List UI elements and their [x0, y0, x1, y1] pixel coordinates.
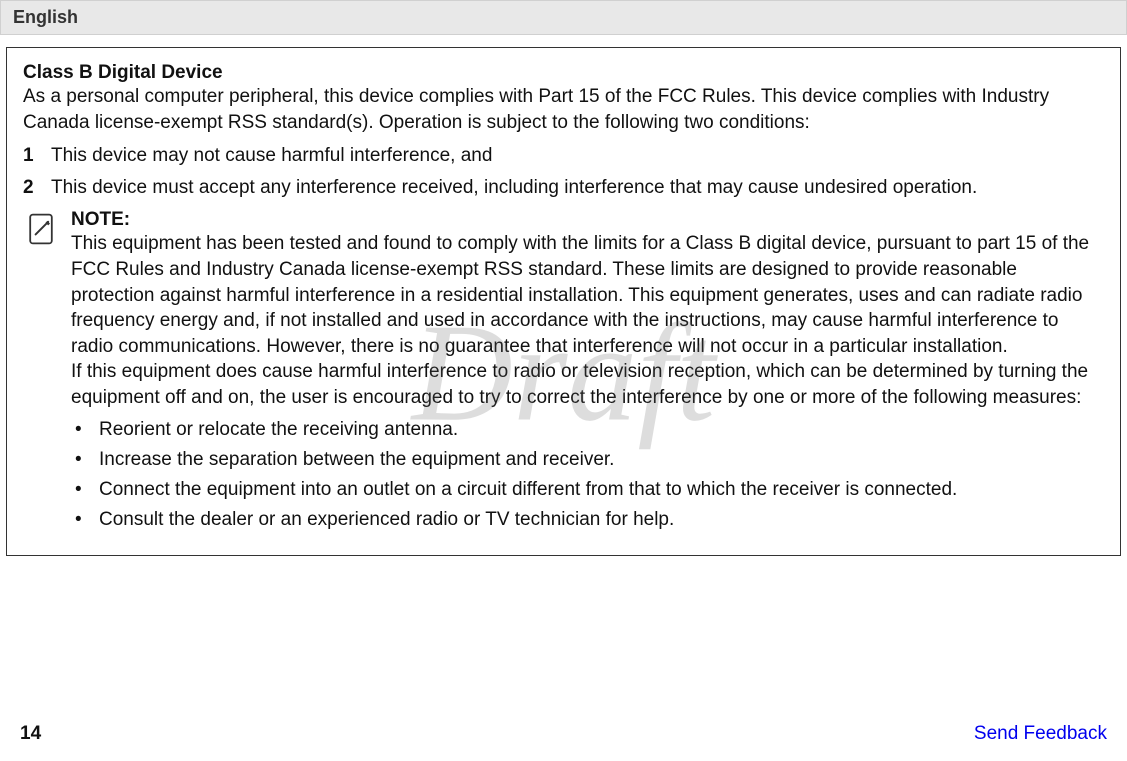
- measure-text: Reorient or relocate the receiving anten…: [99, 419, 458, 441]
- note-content: NOTE: This equipment has been tested and…: [71, 209, 1104, 538]
- language-header: English: [0, 0, 1127, 35]
- measure-item: • Reorient or relocate the receiving ant…: [71, 419, 1104, 441]
- content-box: Class B Digital Device As a personal com…: [6, 47, 1121, 556]
- note-paragraph-1: This equipment has been tested and found…: [71, 231, 1104, 359]
- conditions-list: 1 This device may not cause harmful inte…: [23, 145, 1104, 199]
- measure-item: • Increase the separation between the eq…: [71, 449, 1104, 471]
- note-paragraph-2: If this equipment does cause harmful int…: [71, 359, 1104, 410]
- condition-number: 1: [23, 145, 51, 167]
- condition-item: 1 This device may not cause harmful inte…: [23, 145, 1104, 167]
- measure-text: Consult the dealer or an experienced rad…: [99, 509, 674, 531]
- measure-text: Increase the separation between the equi…: [99, 449, 614, 471]
- bullet-dot: •: [71, 419, 99, 441]
- note-icon: [23, 209, 71, 538]
- bullet-dot: •: [71, 479, 99, 501]
- measures-list: • Reorient or relocate the receiving ant…: [71, 419, 1104, 531]
- note-label: NOTE:: [71, 209, 1104, 231]
- note-block: NOTE: This equipment has been tested and…: [23, 209, 1104, 538]
- condition-item: 2 This device must accept any interferen…: [23, 177, 1104, 199]
- condition-text: This device may not cause harmful interf…: [51, 145, 492, 167]
- condition-text: This device must accept any interference…: [51, 177, 977, 199]
- measure-text: Connect the equipment into an outlet on …: [99, 479, 957, 501]
- measure-item: • Consult the dealer or an experienced r…: [71, 509, 1104, 531]
- language-label: English: [13, 7, 78, 27]
- page-number: 14: [20, 723, 41, 745]
- send-feedback-link[interactable]: Send Feedback: [974, 723, 1107, 745]
- section-intro: As a personal computer peripheral, this …: [23, 84, 1104, 135]
- section-title: Class B Digital Device: [23, 62, 1104, 84]
- condition-number: 2: [23, 177, 51, 199]
- bullet-dot: •: [71, 509, 99, 531]
- measure-item: • Connect the equipment into an outlet o…: [71, 479, 1104, 501]
- footer: 14 Send Feedback: [0, 723, 1127, 745]
- bullet-dot: •: [71, 449, 99, 471]
